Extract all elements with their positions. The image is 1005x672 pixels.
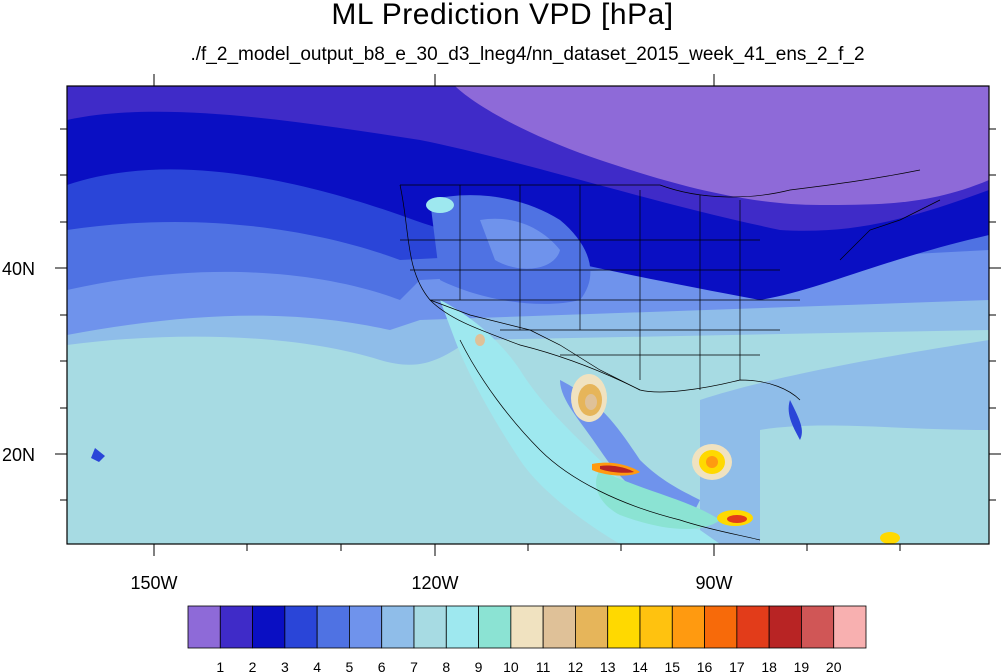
colorbar-label: 14 (632, 659, 648, 672)
map-plot-area (67, 86, 989, 544)
florida-land (788, 400, 802, 440)
colorbar-label: 10 (503, 659, 519, 672)
colorbar-swatch (801, 605, 835, 649)
us-mexico-border (429, 299, 641, 391)
hawaii-islands (91, 448, 105, 462)
colorbar-swatch (510, 605, 544, 649)
colorbar-label: 15 (665, 659, 681, 672)
colorbar-swatch (607, 605, 641, 649)
colorbar: 1 2 3 4 5 6 7 8 9 10 11 12 13 14 15 16 17 18 19 20 (187, 605, 867, 672)
colorbar-swatch (671, 605, 705, 649)
colorbar-swatch (542, 605, 576, 649)
colorbar-swatch (187, 605, 221, 649)
colorbar-label: 7 (410, 659, 418, 672)
mexico-coastline (459, 339, 761, 541)
colorbar-swatch (413, 605, 447, 649)
axis-ticks (55, 74, 1001, 556)
colorbar-label: 2 (249, 659, 257, 672)
us-canada-border (400, 169, 921, 198)
colorbar-label: 20 (826, 659, 842, 672)
colorbar-swatch (575, 605, 609, 649)
colorbar-label: 19 (794, 659, 810, 672)
colorbar-swatch (833, 605, 867, 649)
boundary-lines (399, 169, 941, 541)
colorbar-label: 13 (600, 659, 616, 672)
colorbar-swatch (284, 605, 318, 649)
colorbar-label: 3 (281, 659, 289, 672)
lon-label-150w: 150W (130, 573, 177, 593)
pacific-green-patch (596, 470, 720, 530)
northeast-coast (839, 199, 941, 261)
colorbar-label: 6 (378, 659, 386, 672)
colorbar-swatch (219, 605, 253, 649)
colorbar-swatch (316, 605, 350, 649)
colorbar-label: 17 (729, 659, 745, 672)
lon-label-120w: 120W (411, 573, 458, 593)
colorbar-label: 9 (475, 659, 483, 672)
colorbar-label: 11 (536, 659, 551, 672)
colorbar-swatch (478, 605, 512, 649)
colorbar-swatch (381, 605, 415, 649)
state-lines-horizontal (400, 239, 800, 356)
map-subtitle: ./f_2_model_output_b8_e_30_d3_lneg4/nn_d… (190, 44, 865, 65)
lon-label-90w: 90W (695, 573, 732, 593)
colorbar-label: 5 (346, 659, 354, 672)
hotspot-baja (475, 334, 485, 346)
colorbar-label: 18 (761, 659, 777, 672)
map-title: ML Prediction VPD [hPa] (331, 0, 674, 31)
colorbar-swatch (704, 605, 738, 649)
colorbar-label: 8 (442, 659, 450, 672)
canada-purple-region (455, 86, 989, 205)
colorbar-swatch (252, 605, 286, 649)
colorbar-swatch (768, 605, 802, 649)
colorbar-label: 1 (216, 659, 224, 672)
pnw-bright-spot (426, 197, 454, 213)
colorbar-label: 16 (697, 659, 713, 672)
lat-label-20n: 20N (2, 445, 35, 465)
colorbar-label: 12 (568, 659, 584, 672)
colorbar-swatch (445, 605, 479, 649)
state-lines-vertical (459, 185, 741, 390)
hotspot-south-america (880, 532, 900, 544)
colorbar-swatch (639, 605, 673, 649)
caribbean-band (760, 425, 989, 544)
mexico-coast-band (440, 300, 720, 544)
colorbar-swatch (349, 605, 383, 649)
lat-label-40n: 40N (2, 259, 35, 279)
colorbar-swatch (736, 605, 770, 649)
colorbar-label: 4 (313, 659, 321, 672)
